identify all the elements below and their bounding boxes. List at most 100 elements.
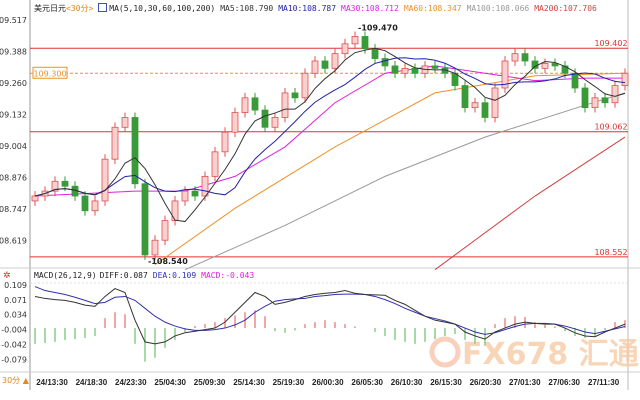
x-tick-label: 27/06:30 [548, 378, 580, 387]
candle [511, 53, 519, 62]
candle [161, 220, 169, 241]
candle [331, 53, 339, 69]
candle [501, 60, 509, 89]
candle [391, 65, 399, 74]
candle [251, 97, 259, 111]
price-line-label: 109.062 [594, 123, 627, 132]
candle [31, 195, 39, 202]
ma-readout: MA100:108.066 [466, 4, 530, 13]
y-tick-label: 109.004 [0, 142, 27, 151]
period-label: <30分> [66, 4, 94, 13]
candle [171, 200, 179, 221]
candle [201, 175, 209, 197]
candle [411, 67, 419, 74]
candle [461, 85, 469, 109]
diff-line [34, 287, 626, 345]
candle [571, 72, 579, 89]
macd-y-tick-label: -0.004 [1, 326, 27, 335]
candle [111, 126, 119, 160]
macd-settings-icon[interactable]: ✲ [3, 271, 11, 281]
x-tick-label: 26/20:30 [470, 378, 502, 387]
candle [121, 117, 129, 128]
candle [101, 158, 109, 202]
y-tick-label: 109.388 [0, 48, 27, 57]
x-tick-label: 24/18:30 [76, 378, 108, 387]
period-selector[interactable]: 30分 ▲ [2, 376, 29, 385]
macd-label: MACD(26,12,9) [34, 271, 97, 280]
candle [81, 195, 89, 212]
ma-readout: MA10:108.787 [278, 4, 337, 13]
candle [611, 85, 619, 104]
dea-line [34, 286, 626, 335]
current-price-box [32, 66, 68, 79]
candle [51, 180, 59, 192]
ma30-line [34, 65, 625, 197]
candle [341, 43, 349, 55]
candle [231, 112, 239, 133]
price-line-label: 108.552 [594, 248, 627, 257]
watermark-text: FX678 汇通网 [462, 337, 640, 372]
x-tick-label: 27/11:30 [588, 378, 620, 387]
ma-settings-icon[interactable] [98, 3, 108, 12]
x-tick-label: 26/05:30 [351, 378, 383, 387]
y-tick-label: 109.132 [0, 111, 27, 120]
candle [291, 92, 299, 99]
macd-y-tick-label: 0.071 [4, 296, 27, 305]
ma100-line [184, 92, 626, 271]
price-line-label: 109.402 [594, 39, 627, 48]
candle [531, 60, 539, 69]
candle [181, 190, 189, 202]
diff-label: DIFF:0.087 [99, 271, 148, 280]
ma200-line [434, 136, 626, 271]
x-tick-label: 24/13:30 [36, 378, 68, 387]
y-tick-label: 108.747 [0, 205, 27, 214]
candle [481, 102, 489, 118]
candle [581, 87, 589, 109]
candle [361, 36, 369, 50]
candle [431, 65, 439, 69]
candle [491, 87, 499, 118]
y-tick-label: 109.517 [0, 16, 27, 25]
candle [591, 97, 599, 109]
y-tick-label: 108.619 [0, 236, 27, 245]
candle [401, 67, 409, 74]
y-tick-label: 108.876 [0, 173, 27, 182]
ma5-line [34, 47, 626, 223]
candle [551, 63, 559, 67]
macd-y-tick-label: -0.042 [1, 341, 27, 350]
x-tick-label: 25/09:30 [194, 378, 226, 387]
candle [311, 60, 319, 74]
ma10-line [34, 57, 626, 197]
high-annotation: -109.470 [358, 24, 398, 33]
watermark-logo [429, 336, 461, 368]
candle [131, 117, 139, 185]
x-tick-label: 24/23:30 [115, 378, 147, 387]
ma-readout: MA60:108.347 [403, 4, 462, 13]
symbol-title: 美元日元 [34, 4, 66, 13]
candle [151, 239, 159, 256]
candle [191, 190, 199, 197]
candle [541, 63, 549, 69]
dea-label: DEA:0.109 [152, 271, 197, 280]
x-tick-label: 25/14:30 [233, 378, 265, 387]
candle [281, 92, 289, 118]
candle [601, 97, 609, 104]
macd-y-tick-label: 0.109 [4, 281, 27, 290]
candle [371, 48, 379, 59]
macd-y-tick-label: -0.079 [1, 355, 27, 364]
candle [321, 60, 329, 69]
current-price-label: 109.300 [33, 69, 66, 78]
y-tick-label: 109.260 [0, 79, 27, 88]
candle [141, 183, 149, 256]
candle [521, 53, 529, 62]
candle [91, 200, 99, 212]
ma-readout: MA30:108.712 [341, 4, 399, 13]
x-tick-label: 26/15:30 [430, 378, 462, 387]
x-tick-label: 26/00:30 [312, 378, 344, 387]
candle [261, 109, 269, 128]
candle [471, 102, 479, 109]
macd-legend: MACD(26,12,9) DIFF:0.087 DEA:0.109 MACD:-0.… [34, 271, 259, 281]
candle [621, 72, 629, 86]
macd-y-tick-label: 0.034 [4, 311, 27, 320]
